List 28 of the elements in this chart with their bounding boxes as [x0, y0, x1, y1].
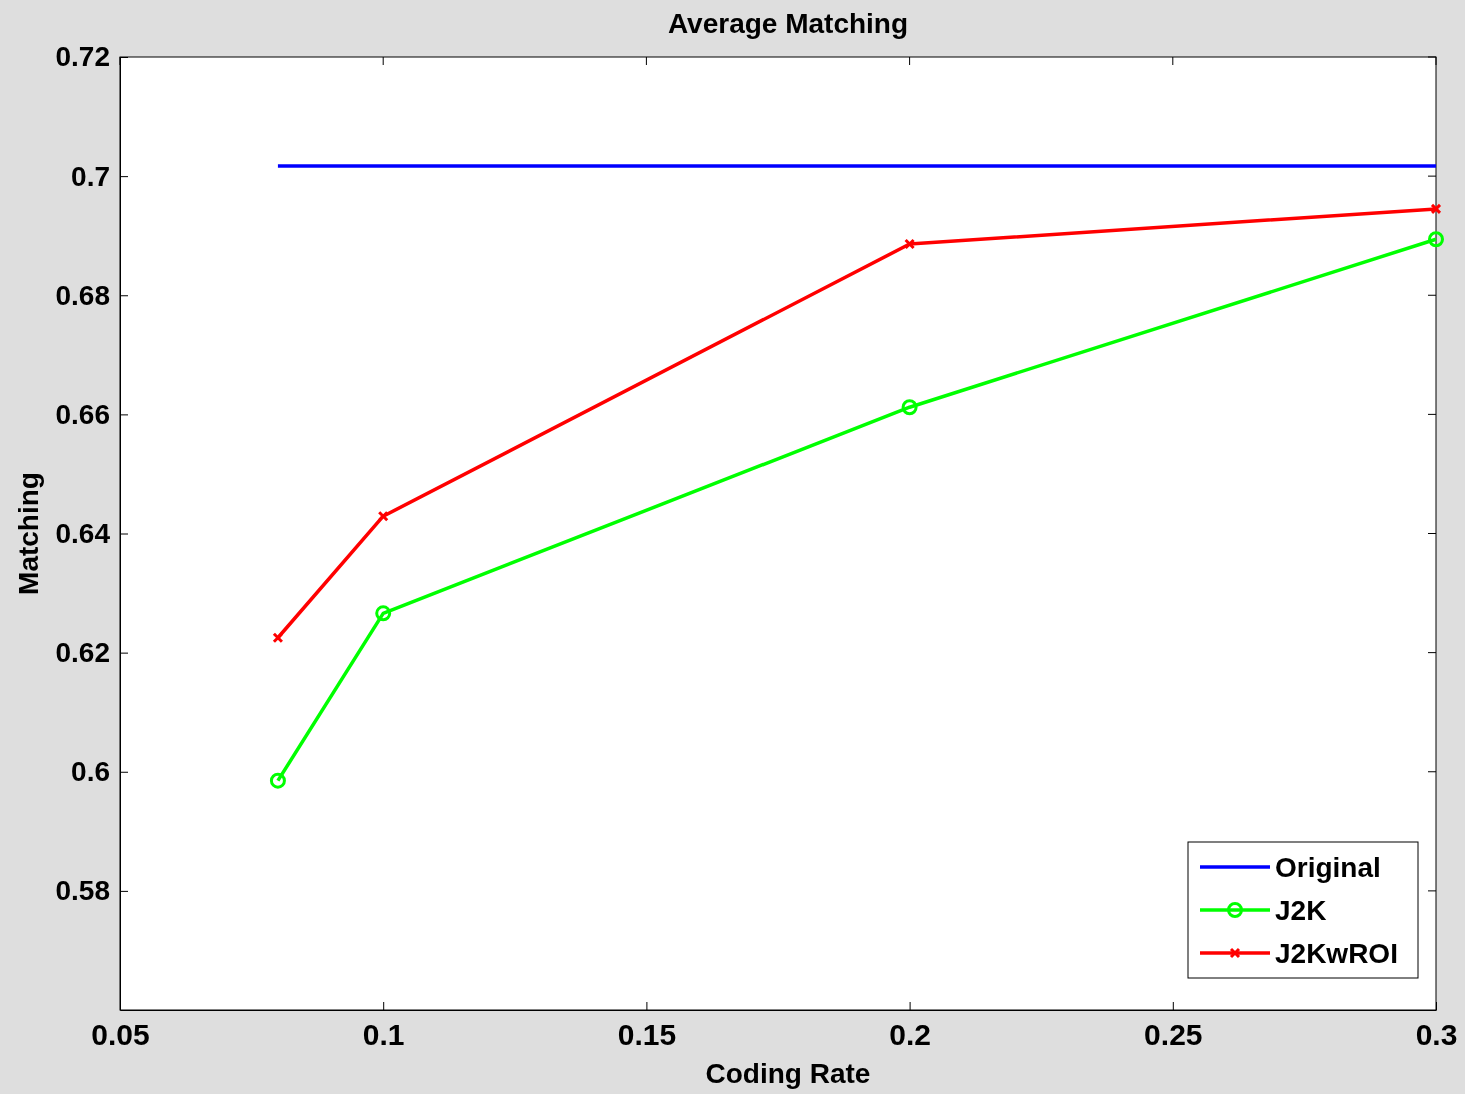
x-axis-title: Coding Rate: [705, 1058, 871, 1089]
point: [1430, 203, 1442, 215]
x-tick-label: 0.25: [1144, 1018, 1203, 1052]
point: [1428, 231, 1444, 248]
point: [272, 632, 284, 644]
y-axis-title: Matching: [13, 472, 44, 595]
y-tick-label: 0.6: [71, 756, 110, 788]
x-tick-label: 0.1: [362, 1018, 405, 1052]
y-tick-label: 0.62: [55, 637, 110, 669]
x-tick-label: 0.15: [617, 1018, 677, 1052]
x-tick-label: 0.3: [1415, 1018, 1458, 1052]
y-tick-label: 0.68: [55, 279, 110, 311]
legend-label: J2K: [1275, 895, 1327, 926]
legend-label: J2KwROI: [1275, 938, 1398, 969]
point: [269, 772, 286, 789]
point: [377, 510, 389, 522]
y-tick-label: 0.72: [55, 41, 110, 73]
chart-title: Average Matching: [667, 8, 909, 39]
point: [375, 605, 392, 622]
y-tick-label: 0.64: [55, 517, 111, 549]
point: [901, 399, 918, 416]
x-tick-label: 0.05: [91, 1018, 150, 1052]
legend-label: Original: [1275, 852, 1381, 883]
x-tick-label: 0.2: [889, 1018, 931, 1052]
y-tick-label: 0.58: [55, 875, 110, 907]
point: [904, 238, 916, 250]
y-tick-label: 0.66: [55, 398, 110, 430]
y-tick-label: 0.7: [71, 160, 110, 192]
